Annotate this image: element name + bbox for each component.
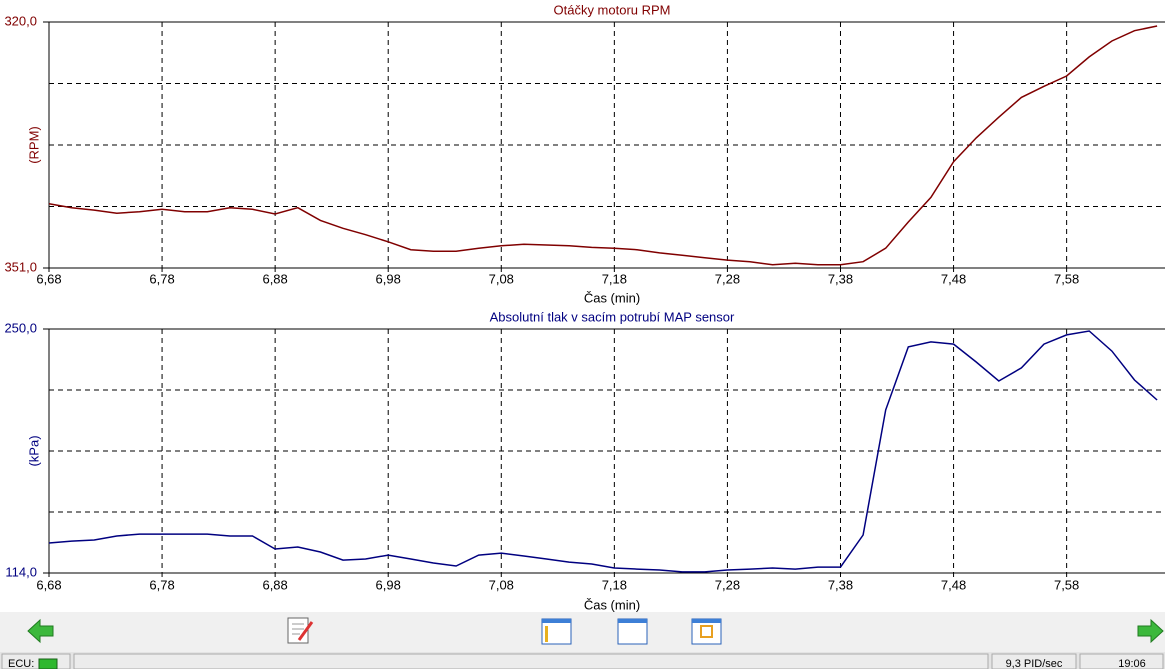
x-tick-label: 6,78 (149, 577, 174, 592)
x-tick-label: 6,88 (262, 271, 287, 286)
x-tick-label: 7,18 (602, 271, 627, 286)
x-tick-label: 7,38 (828, 577, 853, 592)
x-tick-label: 7,38 (828, 271, 853, 286)
x-tick-label: 7,28 (715, 271, 740, 286)
edit-button[interactable] (287, 617, 314, 644)
y-axis-label: (kPa) (26, 435, 41, 466)
y-tick-label: 250,0 (4, 320, 37, 335)
x-tick-label: 6,98 (376, 271, 401, 286)
pid-rate: 9,3 PID/sec (1006, 658, 1063, 669)
chart-title: Absolutní tlak v sacím potrubí MAP senso… (490, 309, 735, 324)
x-tick-label: 7,08 (489, 271, 514, 286)
x-tick-label: 6,88 (262, 577, 287, 592)
x-tick-label: 7,58 (1054, 271, 1079, 286)
ecu-label: ECU: (8, 658, 34, 669)
y-tick-label: 114,0 (5, 564, 37, 579)
x-tick-label: 7,48 (941, 577, 966, 592)
x-tick-label: 7,48 (941, 271, 966, 286)
status-cell (1079, 653, 1164, 669)
status-cell (73, 653, 989, 669)
x-axis-label: Čas (min) (584, 597, 640, 612)
y-axis-label: (RPM) (26, 126, 41, 164)
y-tick-label: 320,0 (4, 13, 37, 28)
chart-title: Otáčky motoru RPM (553, 2, 670, 17)
x-tick-label: 6,78 (149, 271, 174, 286)
x-axis-label: Čas (min) (584, 290, 640, 305)
toolbar (0, 612, 1165, 650)
ecu-indicator (38, 658, 58, 669)
layout-button-1[interactable] (541, 618, 572, 645)
layout-button-3[interactable] (691, 618, 722, 645)
x-tick-label: 7,08 (489, 577, 514, 592)
x-tick-label: 7,58 (1054, 577, 1079, 592)
x-tick-label: 7,28 (715, 577, 740, 592)
data-line (48, 330, 1158, 573)
x-tick-label: 6,68 (36, 577, 61, 592)
y-tick-label: 351,0 (4, 259, 37, 274)
data-line (48, 25, 1158, 266)
chart-background (0, 0, 1165, 612)
prev-button[interactable] (27, 618, 54, 644)
layout-button-2[interactable] (617, 618, 648, 645)
next-button[interactable] (1137, 618, 1164, 644)
clock: 19:06 (1118, 658, 1146, 669)
x-tick-label: 7,18 (602, 577, 627, 592)
x-tick-label: 6,98 (376, 577, 401, 592)
status-cell (991, 653, 1077, 669)
x-tick-label: 6,68 (36, 271, 61, 286)
